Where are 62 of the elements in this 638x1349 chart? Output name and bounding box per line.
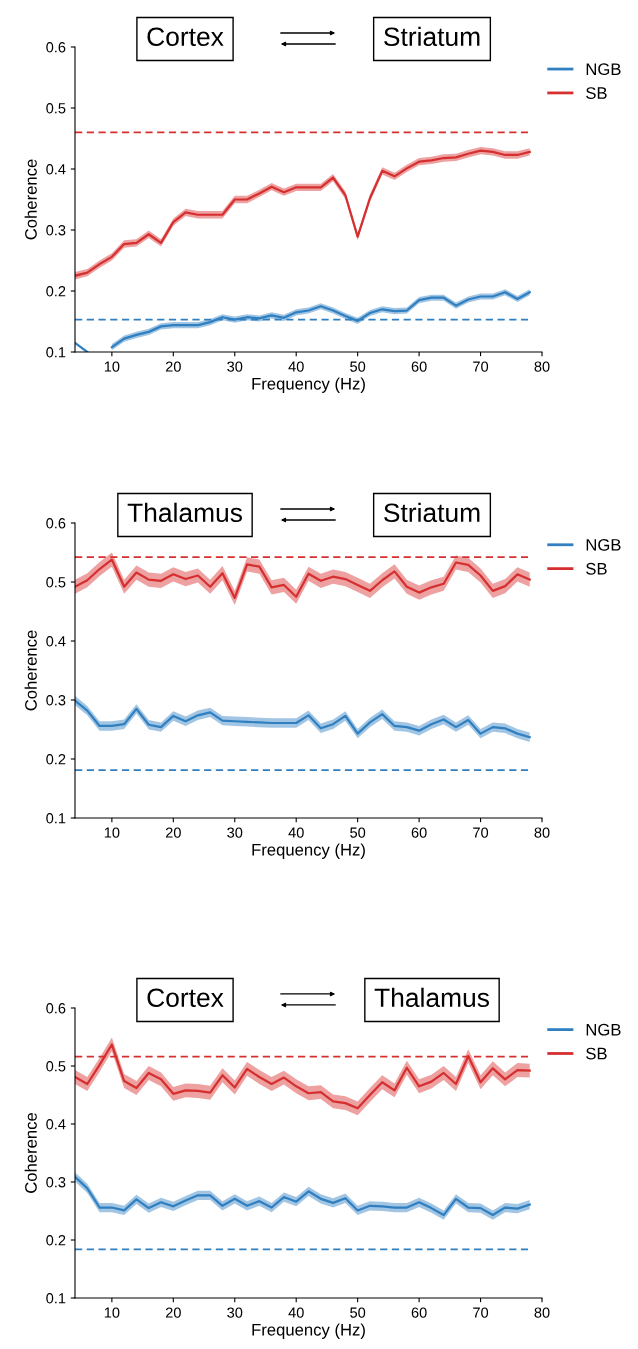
x-tick-label: 30 (227, 827, 243, 838)
y-tick-label: 0.4 (46, 636, 66, 647)
x-axis-title: Frequency (Hz) (252, 377, 365, 393)
legend-label: SB (586, 87, 607, 99)
x-tick-label: 20 (165, 1307, 181, 1318)
x-tick-label: 10 (104, 827, 120, 838)
x-tick-label: 20 (165, 361, 181, 372)
y-tick-label: 0.1 (46, 1293, 66, 1304)
y-tick-label: 0.2 (46, 1235, 66, 1246)
y-tick-label: 0.5 (46, 1061, 66, 1072)
x-tick-label: 60 (411, 1307, 427, 1318)
y-axis-title: Coherence (24, 1112, 37, 1193)
y-tick-label: 0.3 (46, 695, 66, 706)
x-tick-label: 50 (350, 1307, 366, 1318)
text: Cortex (147, 988, 224, 1008)
text: Striatum (384, 26, 480, 47)
y-tick-label: 0.2 (46, 754, 66, 765)
y-tick-label: 0.6 (46, 42, 66, 53)
line-series (75, 1043, 531, 1110)
x-tick-label: 20 (165, 827, 181, 838)
y-axis-title: Coherence (24, 630, 37, 711)
y-tick-label: 0.5 (46, 103, 66, 114)
x-tick-label: 70 (473, 1307, 489, 1318)
y-tick-label: 0.1 (46, 347, 66, 358)
x-tick-label: 60 (411, 827, 427, 838)
x-tick-label: 10 (104, 1307, 120, 1318)
x-tick-label: 10 (104, 361, 120, 372)
y-tick-label: 0.1 (46, 813, 66, 824)
y-tick-label: 0.5 (46, 577, 66, 588)
y-axis-title: Coherence (24, 159, 37, 240)
x-tick-label: 40 (288, 1307, 304, 1318)
x-tick-label: 30 (227, 361, 243, 372)
y-tick-label: 0.6 (46, 518, 66, 529)
y-tick-label: 0.2 (46, 286, 66, 297)
y-tick-label: 0.4 (46, 164, 66, 175)
x-tick-label: 30 (227, 1307, 243, 1318)
x-tick-label: 80 (534, 1307, 550, 1318)
legend-label: SB (586, 1047, 607, 1060)
x-tick-label: 40 (288, 827, 304, 838)
x-tick-label: 80 (534, 827, 550, 838)
legend-label: NGB (586, 63, 621, 76)
x-tick-label: 80 (534, 361, 550, 372)
line-series (75, 558, 531, 600)
legend-label: NGB (586, 1023, 621, 1036)
y-tick-label: 0.4 (46, 1119, 66, 1130)
x-tick-label: 70 (473, 827, 489, 838)
legend-label: NGB (586, 538, 621, 551)
text: Thalamus (374, 987, 489, 1008)
legend-label: SB (586, 562, 607, 575)
x-tick-label: 70 (473, 361, 489, 372)
text: Striatum (384, 502, 480, 523)
x-tick-label: 40 (288, 361, 304, 372)
x-tick-label: 50 (350, 827, 366, 838)
text: Thalamus (127, 502, 242, 523)
x-axis-title: Frequency (Hz) (252, 1323, 365, 1339)
y-tick-label: 0.3 (46, 1177, 66, 1188)
y-tick-label: 0.6 (46, 1003, 66, 1014)
y-tick-label: 0.3 (46, 225, 66, 236)
x-tick-label: 50 (350, 361, 366, 372)
x-tick-label: 60 (411, 361, 427, 372)
x-axis-title: Frequency (Hz) (252, 843, 365, 859)
text: Cortex (147, 27, 224, 47)
